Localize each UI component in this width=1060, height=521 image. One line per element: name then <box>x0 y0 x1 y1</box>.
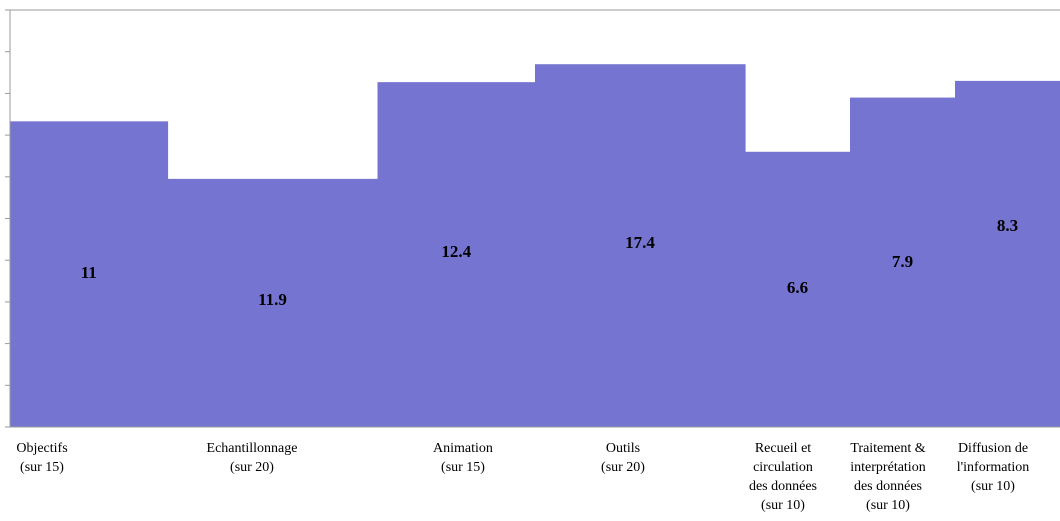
category-label-line: (sur 15) <box>441 460 485 475</box>
category-label-line: (sur 10) <box>761 498 805 513</box>
category-label-line: Echantillonnage <box>207 441 298 456</box>
category-label-line: Objectifs <box>16 441 67 456</box>
category-label-line: (sur 10) <box>971 479 1015 494</box>
value-label-1: 11.9 <box>258 290 287 309</box>
bar-2 <box>377 82 536 428</box>
value-label-4: 6.6 <box>787 278 808 297</box>
category-label-line: Outils <box>606 441 640 456</box>
bar-1 <box>167 178 379 427</box>
category-label-line: (sur 20) <box>601 460 645 475</box>
category-label-6: Diffusion de l'information (sur 10) <box>957 441 1030 494</box>
value-label-5: 7.9 <box>892 252 913 271</box>
category-label-line: (sur 15) <box>20 460 64 475</box>
category-label-line: des données <box>854 479 922 494</box>
category-label-2: Animation (sur 15) <box>433 441 493 475</box>
category-label-line: Traitement & <box>850 441 925 456</box>
category-label-5: Traitement & interprétation des données (su… <box>850 441 925 513</box>
bars-group <box>10 64 1060 428</box>
category-label-line: interprétation <box>850 460 925 475</box>
bar-0 <box>10 121 169 428</box>
category-label-0: Objectifs (sur 15) <box>16 441 67 475</box>
category-label-line: Diffusion de <box>958 441 1028 456</box>
axes-group <box>5 9 1060 428</box>
bar-3 <box>535 64 746 428</box>
category-label-line: (sur 10) <box>866 498 910 513</box>
bar-5 <box>850 97 956 427</box>
category-label-4: Recueil et circulation des données (sur 10) <box>749 441 817 513</box>
value-label-0: 11 <box>81 263 97 282</box>
value-label-2: 12.4 <box>441 242 471 261</box>
category-label-line: Animation <box>433 441 493 456</box>
category-label-line: (sur 20) <box>230 460 274 475</box>
bar-4 <box>745 151 851 427</box>
value-label-3: 17.4 <box>625 233 655 252</box>
category-label-1: Echantillonnage (sur 20) <box>207 441 298 475</box>
category-labels-group: Objectifs (sur 15) Echantillonnage (sur 20)… <box>16 441 1029 513</box>
category-label-line: l'information <box>957 460 1030 475</box>
bar-6 <box>955 80 1060 427</box>
value-labels-group: 11 11.9 12.4 17.4 6.6 7.9 8.3 <box>81 216 1018 309</box>
category-label-line: Recueil et <box>755 441 811 456</box>
category-label-3: Outils (sur 20) <box>601 441 645 475</box>
category-label-line: circulation <box>753 460 813 475</box>
value-label-6: 8.3 <box>997 216 1018 235</box>
category-label-line: des données <box>749 479 817 494</box>
